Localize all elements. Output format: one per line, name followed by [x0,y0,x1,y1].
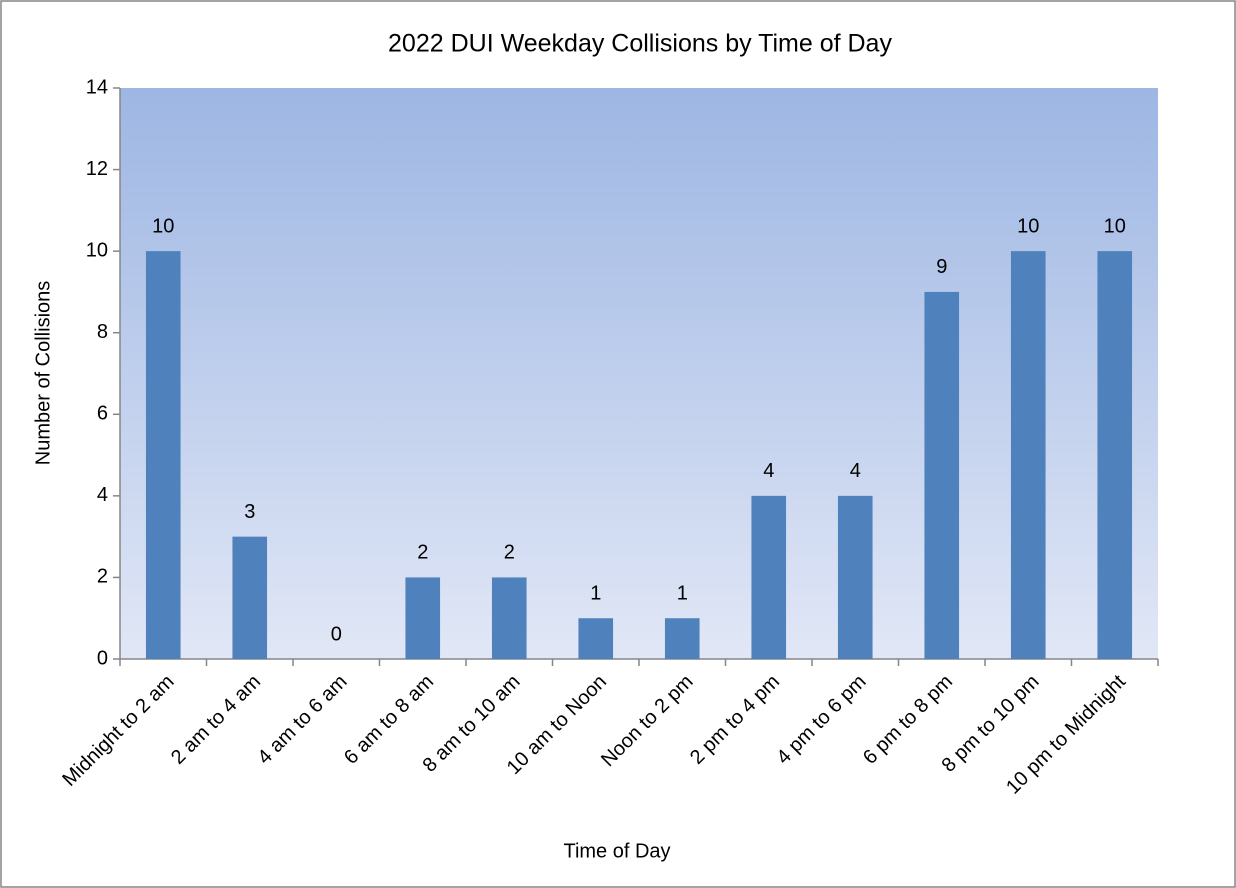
y-tick-label: 14 [86,76,108,98]
bar [924,291,960,659]
y-tick-label: 4 [97,484,108,506]
y-tick-label: 0 [97,647,108,669]
data-label: 2 [504,542,515,564]
bar [578,618,614,659]
data-label: 10 [1104,215,1126,237]
y-tick-label: 6 [97,403,108,425]
data-label: 10 [1017,215,1039,237]
plot-area [120,88,1158,659]
data-label: 0 [331,623,342,645]
x-axis-title: Time of Day [563,840,670,862]
data-label: 9 [936,256,947,278]
bar [1010,251,1046,659]
bar [232,536,268,659]
data-label: 4 [850,460,861,482]
data-label: 1 [590,582,601,604]
bar [491,577,527,659]
data-label: 10 [152,215,174,237]
bar [1097,251,1133,659]
bar [664,618,700,659]
chart-title: 2022 DUI Weekday Collisions by Time of D… [388,30,892,58]
data-label: 3 [244,501,255,523]
y-tick-label: 12 [86,158,108,180]
y-axis-title: Number of Collisions [32,281,54,466]
data-label: 2 [417,542,428,564]
bar [751,495,787,659]
y-tick-label: 2 [97,566,108,588]
y-tick-label: 8 [97,321,108,343]
bar [145,251,181,659]
data-label: 4 [763,460,774,482]
bar [405,577,441,659]
bar [837,495,873,659]
y-tick-label: 10 [86,239,108,261]
data-label: 1 [677,582,688,604]
